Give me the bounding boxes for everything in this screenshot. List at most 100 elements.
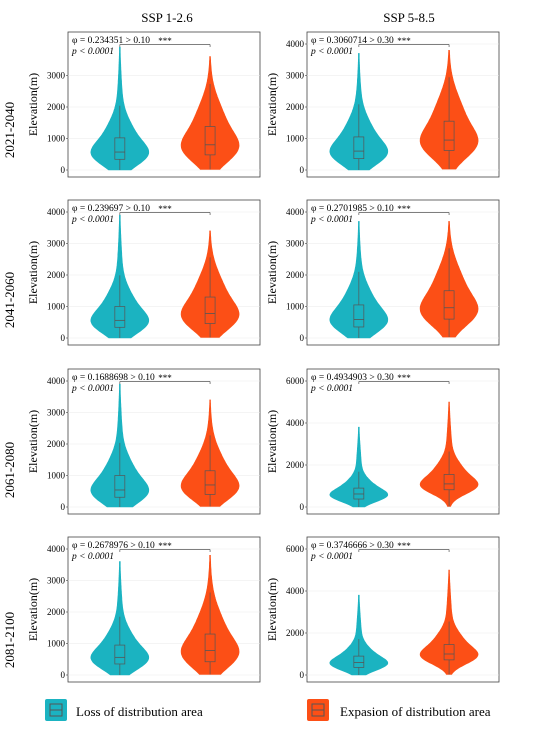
- y-tick-label: 2000: [286, 102, 305, 112]
- y-tick-label: 0: [61, 502, 66, 512]
- phi-annotation: φ = 0.2678976 > 0.10: [72, 541, 155, 551]
- column-header-ssp126: SSP 1-2.6: [141, 10, 193, 25]
- y-tick-label: 4000: [286, 207, 305, 217]
- legend-item-loss: Loss of distribution area: [45, 699, 203, 721]
- box-iqr: [353, 136, 365, 160]
- y-axis-label: Elevation(m): [26, 73, 40, 136]
- column-header-ssp585: SSP 5-8.5: [383, 10, 435, 25]
- box-iqr: [114, 306, 126, 328]
- y-tick-label: 2000: [47, 102, 66, 112]
- panel-2061-2080-ssp126: 0 1000 2000 3000 4000 Elevation(m) φ = 0.16886…: [26, 368, 261, 515]
- panels-group: 0 1000 2000 3000 Elevation(m) φ = 0.234351 > …: [26, 31, 500, 683]
- y-axis-label: Elevation(m): [265, 578, 279, 641]
- significance-stars: ***: [158, 373, 172, 383]
- y-tick-label: 2000: [286, 270, 305, 280]
- box-iqr: [353, 304, 365, 328]
- y-tick-label: 4000: [47, 207, 66, 217]
- y-tick-label: 4000: [47, 544, 66, 554]
- y-tick-label: 0: [61, 670, 66, 680]
- y-tick-label: 1000: [286, 302, 305, 312]
- y-axis-label: Elevation(m): [265, 241, 279, 304]
- box-iqr: [114, 644, 126, 665]
- legend-label-loss: Loss of distribution area: [76, 704, 203, 719]
- row-label-2041-2060: 2041-2060: [2, 272, 17, 328]
- panel-2041-2060-ssp585: 0 1000 2000 3000 4000 Elevation(m) φ = 0.27019…: [265, 199, 500, 346]
- row-label-2021-2040: 2021-2040: [2, 102, 17, 158]
- y-tick-label: 1000: [47, 639, 66, 649]
- violin-loss: [329, 594, 389, 676]
- phi-annotation: φ = 0.3060714 > 0.30: [311, 36, 394, 46]
- y-tick-label: 4000: [286, 418, 305, 428]
- y-axis-label: Elevation(m): [26, 241, 40, 304]
- box-iqr: [114, 137, 126, 160]
- y-tick-label: 2000: [47, 270, 66, 280]
- y-tick-label: 0: [61, 333, 66, 343]
- panel-2061-2080-ssp585: 0 2000 4000 6000 Elevation(m) φ = 0.4934903 >…: [265, 368, 500, 515]
- y-tick-label: 6000: [286, 376, 305, 386]
- legend-item-expansion: Expasion of distribution area: [307, 699, 491, 721]
- y-tick-label: 4000: [286, 586, 305, 596]
- p-value-annotation: p < 0.0001: [310, 552, 353, 562]
- p-value-annotation: p < 0.0001: [71, 215, 114, 225]
- panel-2021-2040-ssp585: 0 1000 2000 3000 4000 Elevation(m) φ = 0.30607…: [265, 31, 500, 178]
- y-tick-label: 1000: [47, 302, 66, 312]
- box-iqr: [443, 120, 455, 151]
- y-tick-label: 4000: [286, 39, 305, 49]
- y-tick-label: 6000: [286, 544, 305, 554]
- panel-2081-2100-ssp126: 0 1000 2000 3000 4000 Elevation(m) φ = 0.26789…: [26, 536, 261, 683]
- box-iqr: [204, 296, 216, 324]
- y-tick-label: 2000: [286, 460, 305, 470]
- violin-loss: [329, 426, 389, 508]
- box-iqr: [204, 633, 216, 663]
- p-value-annotation: p < 0.0001: [71, 552, 114, 562]
- phi-annotation: φ = 0.239697 > 0.10: [72, 204, 150, 214]
- panel-2081-2100-ssp585: 0 2000 4000 6000 Elevation(m) φ = 0.3746666 >…: [265, 536, 500, 683]
- box-iqr: [353, 655, 365, 668]
- phi-annotation: φ = 0.3746666 > 0.30: [311, 541, 394, 551]
- significance-stars: ***: [397, 36, 411, 46]
- box-iqr: [204, 126, 216, 156]
- significance-stars: ***: [397, 204, 411, 214]
- y-axis-label: Elevation(m): [265, 410, 279, 473]
- p-value-annotation: p < 0.0001: [310, 47, 353, 57]
- y-tick-label: 1000: [47, 471, 66, 481]
- y-tick-label: 1000: [47, 134, 66, 144]
- box-iqr: [443, 474, 455, 491]
- box-iqr: [353, 487, 365, 500]
- y-tick-label: 3000: [47, 71, 66, 81]
- y-tick-label: 2000: [47, 439, 66, 449]
- y-tick-label: 1000: [286, 134, 305, 144]
- y-tick-label: 0: [61, 165, 66, 175]
- significance-stars: ***: [158, 541, 172, 551]
- y-tick-label: 3000: [47, 239, 66, 249]
- row-label-2061-2080: 2061-2080: [2, 442, 17, 498]
- row-label-2081-2100: 2081-2100: [2, 612, 17, 668]
- legend-label-expansion: Expasion of distribution area: [340, 704, 491, 719]
- box-iqr: [204, 470, 216, 495]
- panel-2041-2060-ssp126: 0 1000 2000 3000 4000 Elevation(m) φ = 0.23969…: [26, 199, 261, 346]
- box-iqr: [443, 290, 455, 320]
- y-tick-label: 4000: [47, 376, 66, 386]
- y-tick-label: 3000: [286, 71, 305, 81]
- y-tick-label: 2000: [47, 607, 66, 617]
- significance-stars: ***: [397, 541, 411, 551]
- significance-stars: ***: [158, 204, 172, 214]
- y-axis-label: Elevation(m): [265, 73, 279, 136]
- phi-annotation: φ = 0.234351 > 0.10: [72, 36, 150, 46]
- p-value-annotation: p < 0.0001: [310, 215, 353, 225]
- p-value-annotation: p < 0.0001: [71, 47, 114, 57]
- y-tick-label: 3000: [286, 239, 305, 249]
- y-tick-label: 0: [300, 165, 305, 175]
- phi-annotation: φ = 0.1688698 > 0.10: [72, 373, 155, 383]
- box-iqr: [443, 644, 455, 661]
- box-iqr: [114, 475, 126, 498]
- y-tick-label: 3000: [47, 576, 66, 586]
- panel-2021-2040-ssp126: 0 1000 2000 3000 Elevation(m) φ = 0.234351 > …: [26, 31, 261, 178]
- y-tick-label: 0: [300, 333, 305, 343]
- y-tick-label: 0: [300, 670, 305, 680]
- significance-stars: ***: [158, 36, 172, 46]
- p-value-annotation: p < 0.0001: [71, 384, 114, 394]
- y-tick-label: 0: [300, 502, 305, 512]
- legend: Loss of distribution area Expasion of di…: [45, 699, 491, 721]
